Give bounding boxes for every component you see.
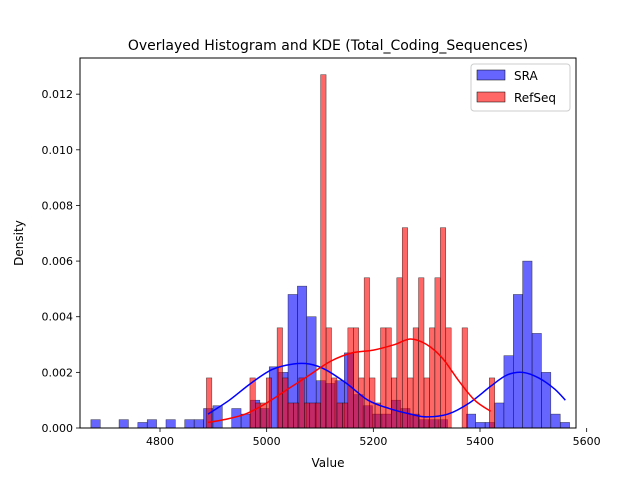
legend-label-sra: SRA [514, 69, 538, 83]
bar-sra [118, 419, 129, 429]
plot-area [79, 57, 577, 429]
bar-sra [494, 402, 505, 429]
bar-refseq [331, 377, 338, 429]
bar-refseq [407, 377, 414, 429]
bar-sra [240, 413, 251, 429]
bar-sra [184, 419, 195, 429]
x-tick-label: 4800 [146, 435, 174, 448]
legend-label-refseq: RefSeq [514, 91, 556, 105]
y-tick-label: 0.006 [42, 255, 74, 268]
y-tick-label: 0.008 [42, 199, 74, 212]
bar-refseq [206, 377, 213, 429]
y-tick-label: 0.010 [42, 144, 74, 157]
bar-sra [193, 419, 204, 429]
bar-refseq [385, 327, 392, 429]
bar-refseq [309, 402, 316, 429]
bar-sra [90, 419, 101, 429]
x-tick-label: 5000 [253, 435, 281, 448]
bar-refseq [429, 327, 436, 429]
bar-sra [212, 405, 223, 429]
bar-sra [550, 413, 561, 429]
bar-refseq [391, 377, 398, 429]
bar-refseq [336, 402, 343, 429]
bar-refseq [401, 227, 408, 429]
y-tick-label: 0.004 [42, 311, 74, 324]
kde-line-sra [207, 362, 566, 418]
x-tick-label: 5400 [466, 435, 494, 448]
bar-refseq [363, 277, 370, 429]
y-axis: 0.000 0.002 0.004 0.006 0.008 0.010 0.012 [42, 88, 80, 435]
x-tick-label: 5200 [359, 435, 387, 448]
chart-title: Overlayed Histogram and KDE (Total_Codin… [128, 38, 528, 54]
y-tick-label: 0.002 [42, 366, 74, 379]
bar-refseq [287, 402, 294, 429]
bar-refseq [423, 377, 430, 429]
x-axis: 4800 5000 5200 5400 5600 [146, 428, 601, 448]
bar-refseq [374, 402, 381, 429]
bar-refseq [358, 377, 365, 429]
bar-refseq [293, 402, 300, 429]
kde-line-refseq [207, 338, 492, 424]
bar-refseq [276, 327, 283, 429]
bar-refseq [298, 377, 305, 429]
bar-refseq [342, 402, 349, 429]
bar-sra [559, 422, 570, 429]
bar-refseq [440, 227, 447, 429]
bar-refseq [314, 402, 321, 429]
bar-sra [522, 260, 533, 429]
bar-sra [165, 419, 176, 429]
bar-refseq [304, 402, 311, 429]
bar-refseq [412, 327, 419, 429]
x-axis-label: Value [312, 456, 345, 470]
y-tick-label: 0.012 [42, 88, 74, 101]
bar-sra [475, 422, 486, 429]
bar-refseq [249, 377, 256, 429]
legend: SRA RefSeq [470, 63, 571, 112]
x-tick-label: 5600 [573, 435, 601, 448]
bar-sra [503, 355, 514, 429]
bar-refseq [380, 327, 387, 429]
legend-swatch-refseq [476, 91, 506, 103]
plot-frame [79, 57, 577, 429]
bar-sra [146, 419, 157, 429]
bar-refseq [325, 327, 332, 429]
y-tick-label: 0.000 [42, 422, 74, 435]
bar-sra [513, 294, 523, 429]
bar-refseq [396, 277, 403, 429]
bar-refseq [347, 327, 354, 429]
bar-sra [137, 422, 148, 429]
bar-refseq [353, 327, 359, 429]
bar-refseq [282, 377, 289, 429]
bar-refseq [320, 74, 327, 429]
y-axis-label: Density [12, 220, 26, 266]
bar-sra [531, 333, 542, 429]
bar-refseq [418, 277, 425, 429]
legend-swatch-sra [476, 69, 506, 81]
bar-refseq [461, 327, 468, 429]
kde-lines [207, 338, 566, 424]
